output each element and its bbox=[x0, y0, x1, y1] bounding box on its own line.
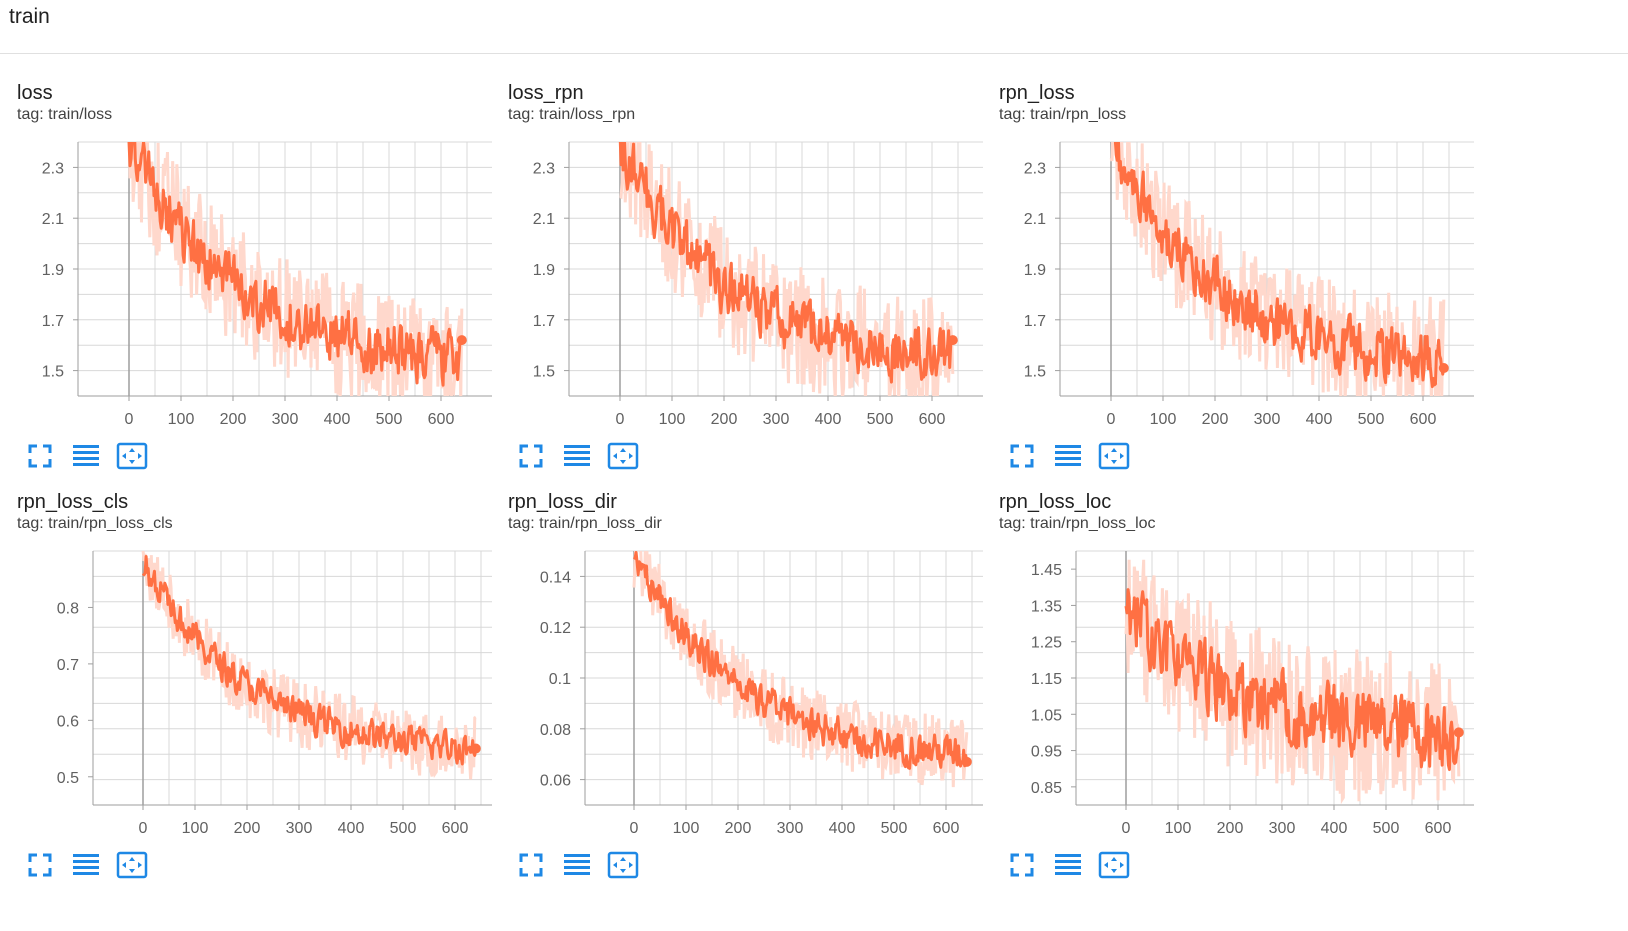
chart-card: loss tag: train/loss bbox=[17, 82, 497, 482]
fullscreen-icon[interactable] bbox=[1005, 439, 1039, 473]
toggle-log-scale-icon[interactable] bbox=[1051, 439, 1085, 473]
chart-title: rpn_loss_cls bbox=[17, 491, 129, 513]
chart-title: rpn_loss bbox=[999, 82, 1075, 104]
fit-domain-icon[interactable] bbox=[1097, 439, 1131, 473]
fit-domain-icon[interactable] bbox=[606, 848, 640, 882]
fullscreen-icon[interactable] bbox=[1005, 848, 1039, 882]
chart-card: rpn_loss tag: train/rpn_loss bbox=[999, 82, 1479, 482]
chart-tag: tag: train/rpn_loss_cls bbox=[17, 515, 173, 532]
chart-tag: tag: train/rpn_loss_dir bbox=[508, 515, 662, 532]
fit-domain-icon[interactable] bbox=[606, 439, 640, 473]
toggle-log-scale-icon[interactable] bbox=[1051, 848, 1085, 882]
fit-domain-icon[interactable] bbox=[1097, 848, 1131, 882]
chart-tag: tag: train/rpn_loss bbox=[999, 106, 1127, 123]
chart-title: rpn_loss_loc bbox=[999, 491, 1112, 513]
chart-title: rpn_loss_dir bbox=[508, 491, 617, 513]
fullscreen-icon[interactable] bbox=[514, 439, 548, 473]
chart-card: rpn_loss_loc tag: train/rpn_loss_loc bbox=[999, 491, 1479, 891]
toggle-log-scale-icon[interactable] bbox=[560, 439, 594, 473]
fullscreen-icon[interactable] bbox=[514, 848, 548, 882]
toggle-log-scale-icon[interactable] bbox=[69, 439, 103, 473]
fit-domain-icon[interactable] bbox=[115, 848, 149, 882]
fullscreen-icon[interactable] bbox=[23, 439, 57, 473]
chart-title: loss bbox=[17, 82, 53, 104]
chart-card: rpn_loss_dir tag: train/rpn_loss_dir bbox=[508, 491, 988, 891]
fullscreen-icon[interactable] bbox=[23, 848, 57, 882]
chart-tag: tag: train/loss_rpn bbox=[508, 106, 636, 123]
fit-domain-icon[interactable] bbox=[115, 439, 149, 473]
section-title: train bbox=[9, 5, 50, 28]
chart-tag: tag: train/rpn_loss_loc bbox=[999, 515, 1156, 532]
section-header: train bbox=[0, 0, 1628, 54]
toggle-log-scale-icon[interactable] bbox=[560, 848, 594, 882]
chart-tag: tag: train/loss bbox=[17, 106, 113, 123]
toggle-log-scale-icon[interactable] bbox=[69, 848, 103, 882]
chart-card: rpn_loss_cls tag: train/rpn_loss_cls bbox=[17, 491, 497, 891]
chart-card: loss_rpn tag: train/loss_rpn bbox=[508, 82, 988, 482]
chart-title: loss_rpn bbox=[508, 82, 584, 104]
